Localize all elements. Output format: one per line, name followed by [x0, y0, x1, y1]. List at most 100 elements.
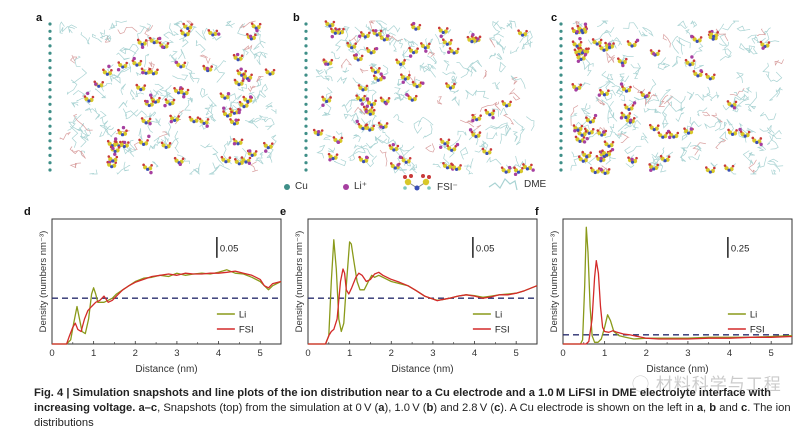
- dme-molecule: [154, 83, 166, 92]
- dme-molecule: [165, 122, 172, 137]
- dme-molecule: [359, 68, 369, 74]
- cu-atom: [48, 51, 52, 55]
- li-ion: [649, 168, 653, 172]
- fsi-anion: [691, 35, 703, 44]
- cu-atom: [559, 95, 563, 99]
- dme-molecule: [237, 23, 248, 36]
- x-axis-label: Distance (nm): [391, 364, 453, 375]
- caption-ref-b: b: [709, 402, 717, 414]
- li-ion: [513, 172, 518, 176]
- dme-molecule: [199, 87, 208, 98]
- dme-molecule: [92, 33, 102, 43]
- cu-atom: [559, 44, 563, 48]
- dme-molecule: [442, 70, 456, 76]
- fsi-anion: [471, 113, 482, 122]
- dme-molecule: [512, 131, 519, 142]
- cu-atom: [304, 95, 308, 99]
- dme-molecule: [771, 169, 777, 175]
- dme-molecule: [596, 20, 609, 28]
- cu-atom: [304, 29, 308, 33]
- dme-molecule: [681, 131, 689, 141]
- dme-molecule: [499, 61, 507, 73]
- series-line-fsi: [563, 260, 793, 345]
- cu-atom: [48, 117, 52, 121]
- dme-molecule: [622, 22, 639, 30]
- fsi-anion: [377, 121, 389, 130]
- li-ion: [384, 101, 388, 106]
- li-ion: [507, 165, 512, 170]
- li-ion: [405, 92, 409, 97]
- fsi-anion: [446, 144, 457, 152]
- dme-molecule: [451, 95, 460, 107]
- dme-molecule: [470, 65, 477, 73]
- dme-molecule: [437, 96, 443, 105]
- li-ion: [355, 119, 359, 124]
- li-ion: [455, 142, 460, 147]
- dme-molecule: [730, 163, 737, 175]
- li-ion: [255, 28, 259, 33]
- dme-molecule: [190, 96, 193, 103]
- dme-molecule: [99, 110, 107, 124]
- watermark: ◯ 材料科学与工程: [632, 370, 782, 395]
- dme-molecule: [617, 133, 630, 143]
- dme-molecule: [239, 20, 256, 29]
- li-ion: [732, 106, 737, 110]
- li-ion: [336, 140, 341, 145]
- dme-molecule: [603, 27, 615, 37]
- cu-atom: [48, 131, 52, 136]
- fsi-anion: [621, 85, 632, 93]
- fsi-anion: [648, 123, 660, 132]
- dme-molecule: [343, 113, 357, 120]
- li-ion: [239, 67, 243, 71]
- fsi-anion: [620, 111, 632, 120]
- dme-molecule: [657, 151, 674, 163]
- dme-molecule: [685, 28, 696, 40]
- dme-molecule: [204, 103, 213, 113]
- legend-li: Li⁺: [343, 181, 367, 192]
- x-tick-label: 0: [560, 348, 565, 359]
- dme-molecule: [78, 150, 86, 159]
- dme-molecule: [393, 114, 404, 123]
- dme-molecule: [496, 53, 503, 60]
- dme-molecule: [767, 162, 780, 172]
- dme-molecule: [495, 39, 506, 51]
- dme-molecule: [398, 89, 410, 101]
- fsi-anion: [360, 31, 371, 39]
- dme-molecule: [736, 71, 744, 84]
- dme-molecule: [762, 62, 770, 79]
- dme-molecule: [457, 130, 467, 136]
- fsi-anion: [365, 47, 377, 55]
- fsi-anion: [603, 140, 615, 148]
- fsi-anion: [262, 141, 274, 150]
- fsi-anion: [751, 136, 763, 145]
- legend-label-fsi: FSI: [750, 325, 765, 336]
- fsi-anion: [148, 67, 159, 76]
- dme-molecule: [499, 126, 509, 144]
- dme-molecule: [751, 36, 759, 44]
- caption-ref-a: a: [378, 402, 385, 414]
- li-ion: [234, 118, 238, 122]
- li-ion: [738, 127, 742, 132]
- dme-molecule: [411, 162, 418, 174]
- dme-molecule: [738, 122, 748, 143]
- fsi-anion: [657, 131, 669, 139]
- dme-molecule: [382, 64, 389, 76]
- x-tick-label: 5: [258, 348, 263, 359]
- dme-molecule: [413, 120, 423, 134]
- dme-molecule: [243, 44, 253, 51]
- dme-molecule: [608, 101, 618, 122]
- legend-cu-label: Cu: [295, 181, 308, 192]
- species-legend: Cu Li⁺ FSI⁻ DME: [0, 174, 800, 199]
- cu-electrode: [304, 22, 308, 172]
- fsi-anion: [232, 137, 244, 146]
- fsi-anion: [420, 42, 431, 50]
- dme-molecule: [315, 75, 330, 80]
- fsi-anion: [626, 40, 638, 48]
- dme-molecule: [179, 26, 197, 41]
- line-plot-d: d 0 1 2 3 4 5 Distance (nm) Density (numbers nm⁻…: [24, 206, 282, 375]
- cu-atom: [559, 153, 563, 157]
- fsi-anion: [599, 88, 610, 97]
- li-ion: [690, 55, 694, 59]
- dme-molecule: [621, 54, 634, 63]
- dme-molecule: [395, 38, 404, 49]
